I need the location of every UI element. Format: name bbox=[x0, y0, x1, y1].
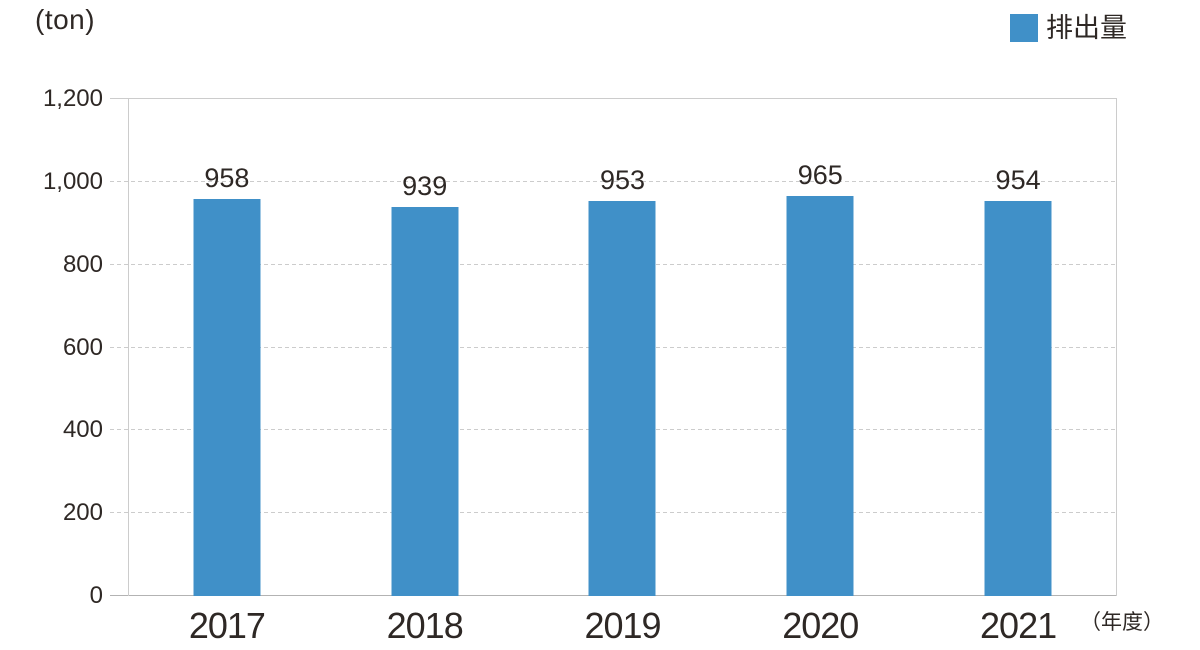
bar bbox=[984, 200, 1052, 596]
x-tick-label: 2021 bbox=[980, 605, 1057, 646]
y-tick-label: 0 bbox=[89, 582, 103, 609]
bar-column: 939 2018 bbox=[326, 99, 524, 644]
gridline bbox=[110, 98, 1117, 99]
bar-column: 965 2020 bbox=[721, 99, 919, 644]
x-tick-label: 2019 bbox=[584, 605, 661, 646]
plot-area: 0 200 400 600 800 1,000 1,200 958 2017 939 2018 95… bbox=[43, 87, 1117, 644]
y-tick-label: 800 bbox=[62, 250, 103, 278]
bar bbox=[193, 199, 261, 596]
y-tick-label: 400 bbox=[62, 416, 103, 444]
bar-value-label: 939 bbox=[402, 171, 448, 202]
bar-column: 954 2021 bbox=[919, 99, 1117, 643]
legend-label: 排出量 bbox=[1046, 13, 1127, 43]
y-axis-line bbox=[128, 99, 129, 596]
bar-column: 953 2019 bbox=[524, 99, 722, 644]
x-tick-label: 2017 bbox=[188, 605, 266, 646]
legend-swatch-icon bbox=[1010, 14, 1038, 42]
x-axis-unit-label: （年度） bbox=[1080, 611, 1164, 634]
gridline bbox=[110, 180, 1117, 182]
y-tick-label: 200 bbox=[62, 499, 103, 527]
y-axis-unit-label: (ton) bbox=[35, 4, 96, 35]
bar-value-label: 954 bbox=[995, 164, 1041, 195]
x-tick-label: 2018 bbox=[386, 605, 464, 646]
y-tick-label: 1,000 bbox=[42, 167, 103, 195]
y-tick-label: 1,200 bbox=[42, 85, 103, 112]
legend: 排出量 bbox=[1010, 14, 1127, 42]
bar bbox=[588, 201, 656, 596]
bar-column: 958 2017 bbox=[128, 99, 326, 644]
plot-right-border bbox=[1116, 99, 1117, 596]
y-tick-label: 600 bbox=[62, 333, 103, 361]
bar bbox=[786, 196, 854, 596]
bar-value-label: 953 bbox=[599, 165, 646, 196]
x-tick-label: 2020 bbox=[782, 605, 859, 646]
bar-value-label: 958 bbox=[204, 163, 250, 194]
bar-value-label: 965 bbox=[797, 160, 843, 191]
bar bbox=[391, 207, 459, 596]
